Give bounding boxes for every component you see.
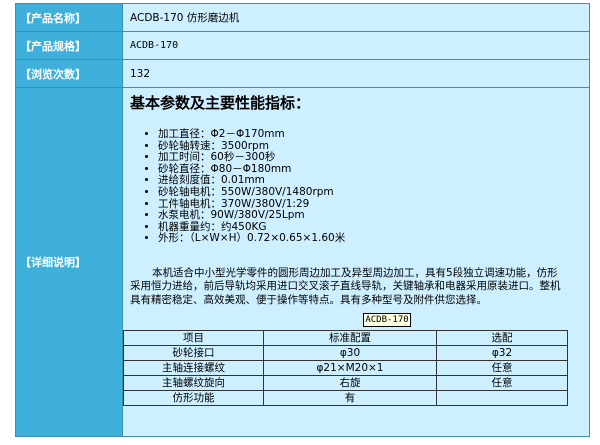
view-count-label: 【浏览次数】 [15, 59, 123, 88]
description: 本机适合中小型光学零件的圆形周边加工及异型周边加工，具有5段独立调速功能，仿形采… [130, 266, 561, 306]
cell: 任意 [436, 360, 568, 377]
cell: φ21×M20×1 [263, 360, 437, 377]
cell: 砂轮接口 [123, 345, 264, 362]
detail-label: 【详细说明】 [15, 87, 123, 437]
param-item: 砂轮轴电机：550W/380V/1480rpm [158, 186, 589, 199]
cell [436, 390, 568, 407]
param-item: 机器重量约：约450KG [158, 221, 589, 234]
cell: 任意 [436, 375, 568, 392]
image-tooltip: ACDB-170 [363, 313, 411, 328]
product-name-label: 【产品名称】 [15, 3, 123, 32]
header-cell: 项目 [123, 330, 264, 347]
detail-heading: 基本参数及主要性能指标： [130, 94, 311, 112]
cell: 主轴连接螺纹 [123, 360, 264, 377]
product-name-value: ACDB-170 仿形磨边机 [122, 3, 590, 32]
cell: 主轴螺纹旋向 [123, 375, 264, 392]
param-item: 加工时间：60秒－300秒 [158, 152, 589, 164]
param-item: 进给刻度值：0.01mm [158, 175, 589, 187]
header-cell: 标准配置 [263, 330, 437, 347]
param-item: 外形：（L×W×H）0.72×0.65×1.60米 [158, 233, 589, 245]
view-count-value: 132 [122, 59, 590, 88]
param-list: 加工直径：Φ2－Φ170mm 砂轮轴转速：3500rpm 加工时间：60秒－30… [130, 128, 589, 245]
cell: φ30 [263, 345, 437, 362]
product-spec-value: ACDB-170 [122, 31, 590, 60]
param-item: 水泵电机：90W/380V/25Lpm [158, 210, 589, 222]
product-spec-label: 【产品规格】 [15, 31, 123, 60]
cell: φ32 [436, 345, 568, 362]
table-row: 主轴螺纹旋向 右旋 任意 [123, 375, 568, 392]
param-item: 砂轮轴转速：3500rpm [158, 140, 589, 153]
table-row: 仿形功能有 [123, 390, 568, 407]
product-info-table: 【产品名称】 ACDB-170 仿形磨边机 【产品规格】 ACDB-170 【浏览次… [15, 3, 590, 437]
header-cell: 选配 [436, 330, 568, 347]
param-item: 工件轴电机：370W/380V/1:29 [158, 198, 589, 211]
param-item: 加工直径：Φ2－Φ170mm [158, 128, 589, 141]
cell: 仿形功能 [123, 390, 264, 407]
table-row: 主轴连接螺纹 φ21×M20×1 任意 [123, 360, 568, 377]
cell: 右旋 [263, 375, 437, 392]
table-header-row: 项目 标准配置 选配 [123, 330, 568, 347]
config-table: 项目 标准配置 选配 砂轮接口 φ30 φ32 主轴连接螺纹 φ21×M20×1 任意 … [123, 330, 568, 407]
table-row: 砂轮接口 φ30 φ32 [123, 345, 568, 362]
cell: 有 [263, 390, 437, 407]
param-item: 砂轮直径：Φ80－Φ180mm [158, 163, 589, 176]
detail-content: 基本参数及主要性能指标： 加工直径：Φ2－Φ170mm 砂轮轴转速：3500rp… [122, 87, 590, 437]
